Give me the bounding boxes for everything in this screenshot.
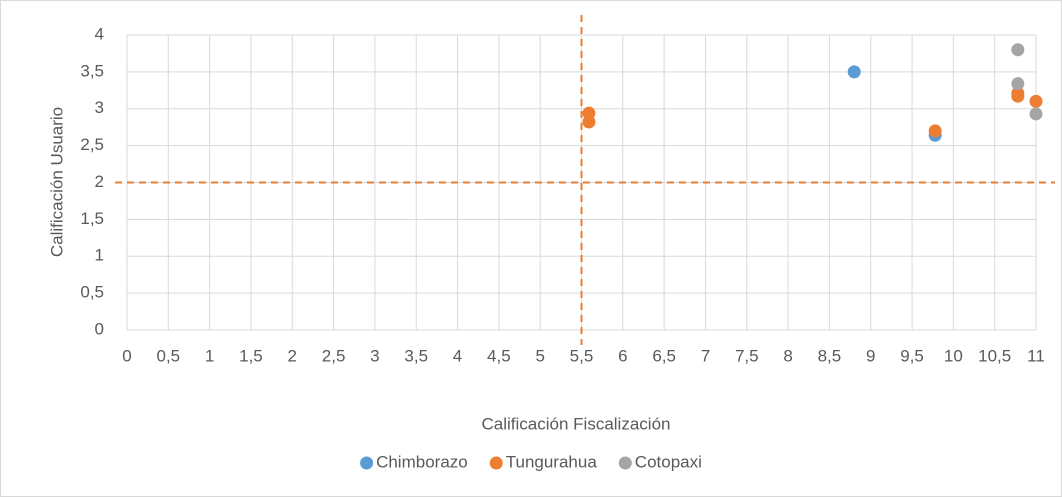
legend-marker bbox=[618, 456, 632, 470]
point bbox=[1011, 77, 1025, 91]
legend-marker bbox=[360, 456, 374, 470]
y-tick-label: 0 bbox=[95, 319, 104, 338]
x-tick-label: 2 bbox=[288, 346, 297, 365]
x-tick-label: 11 bbox=[1027, 346, 1045, 365]
x-tick-label: 1 bbox=[205, 346, 214, 365]
point bbox=[1011, 86, 1025, 100]
y-tick-label: 0,5 bbox=[80, 283, 104, 302]
x-tick-label: 5 bbox=[535, 346, 544, 365]
legend-marker bbox=[489, 456, 503, 470]
point bbox=[1029, 94, 1043, 108]
y-axis-label: Calificación Usuario bbox=[47, 107, 66, 257]
x-tick-label: 10,5 bbox=[978, 346, 1011, 365]
points bbox=[582, 43, 1043, 142]
point bbox=[847, 65, 861, 79]
point bbox=[1011, 43, 1025, 57]
y-tick-label: 1,5 bbox=[80, 209, 104, 228]
x-tick-label: 4,5 bbox=[487, 346, 511, 365]
x-tick-label: 0 bbox=[122, 346, 131, 365]
point bbox=[582, 115, 596, 129]
x-tick-label: 4 bbox=[453, 346, 462, 365]
y-tick-label: 3,5 bbox=[80, 61, 104, 80]
point bbox=[1029, 107, 1043, 121]
x-tick-label: 7 bbox=[701, 346, 710, 365]
x-tick-label: 7,5 bbox=[735, 346, 759, 365]
x-tick-label: 3 bbox=[370, 346, 379, 365]
legend: Chimborazo Tungurahua Cotopaxi bbox=[360, 452, 702, 471]
x-tick-label: 9,5 bbox=[900, 346, 924, 365]
y-tick-label: 2 bbox=[95, 172, 104, 191]
point bbox=[928, 124, 942, 138]
y-tick-label: 4 bbox=[95, 24, 104, 43]
y-tick-label: 2,5 bbox=[80, 135, 104, 154]
labels: 0 0,5 1 1,5 2 2,5 3 3,5 4 4,5 5 5,5 6 6,5 7 7,5 8 8,5 9 9,5… bbox=[80, 24, 1044, 365]
x-tick-label: 6 bbox=[618, 346, 627, 365]
x-tick-label: 5,5 bbox=[570, 346, 594, 365]
x-tick-label: 0,5 bbox=[156, 346, 180, 365]
x-axis-label: Calificación Fiscalización bbox=[482, 414, 671, 433]
x-tick-label: 8 bbox=[783, 346, 792, 365]
reference-lines bbox=[115, 15, 1055, 345]
y-tick-label: 3 bbox=[95, 98, 104, 117]
x-tick-label: 3,5 bbox=[404, 346, 428, 365]
legend-label: Chimborazo bbox=[376, 452, 468, 471]
y-tick-label: 1 bbox=[95, 246, 104, 265]
x-tick-label: 9 bbox=[866, 346, 875, 365]
x-tick-label: 6,5 bbox=[652, 346, 676, 365]
legend-label: Cotopaxi bbox=[635, 452, 702, 471]
x-tick-label: 8,5 bbox=[818, 346, 842, 365]
x-tick-label: 1,5 bbox=[239, 346, 263, 365]
x-tick-label: 2,5 bbox=[322, 346, 346, 365]
x-tick-label: 10 bbox=[944, 346, 963, 365]
legend-label: Tungurahua bbox=[506, 452, 598, 471]
